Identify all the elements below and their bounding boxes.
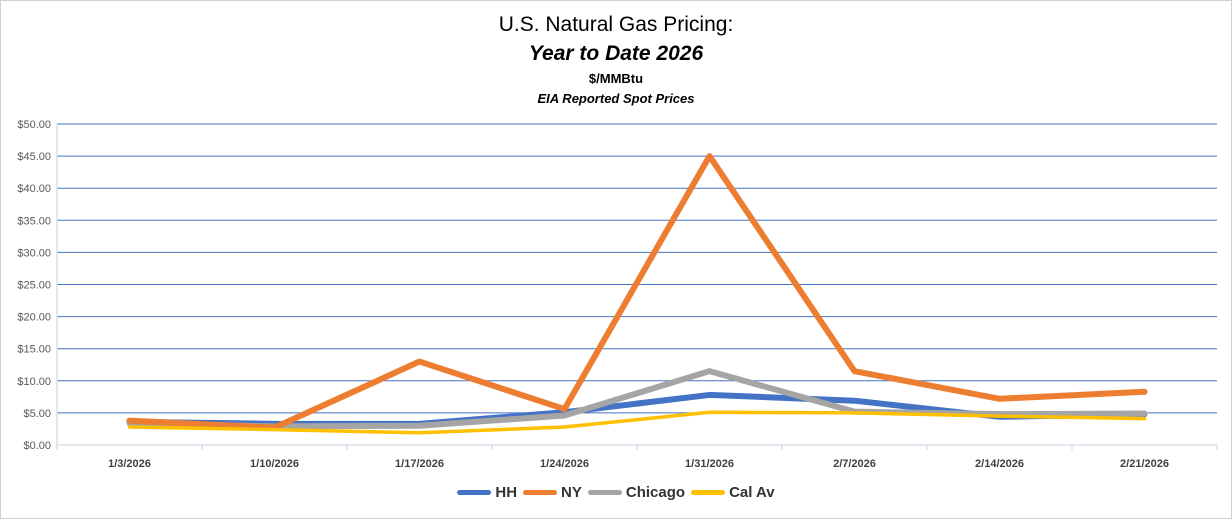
legend-item: Chicago (587, 484, 686, 501)
y-tick-label: $35.00 (17, 215, 51, 227)
y-tick-label: $10.00 (17, 376, 51, 388)
y-tick-label: $15.00 (17, 344, 51, 356)
legend-swatch (587, 490, 622, 495)
y-tick-label: $5.00 (23, 408, 51, 420)
y-tick-label: $25.00 (17, 280, 51, 292)
legend-label: HH (495, 484, 518, 501)
legend: HH NY Chicago Cal Av (0, 484, 1232, 501)
y-tick-label: $30.00 (17, 247, 51, 259)
series-line-chicago (126, 368, 1148, 430)
x-tick-label: 1/10/2026 (250, 458, 299, 470)
legend-item: NY (523, 484, 582, 501)
y-tick-label: $40.00 (17, 183, 51, 195)
legend-swatch (457, 490, 492, 495)
legend-item: Cal Av (691, 484, 775, 501)
x-tick-label: 2/7/2026 (833, 458, 876, 470)
x-tick-label: 2/14/2026 (975, 458, 1024, 470)
y-tick-label: $50.00 (17, 119, 51, 131)
series-line-cal-av (127, 410, 1147, 435)
chart-title: U.S. Natural Gas Pricing: (498, 13, 734, 36)
source-label: EIA Reported Spot Prices (537, 91, 695, 106)
x-tick-label: 1/31/2026 (685, 458, 734, 470)
legend-item: HH (457, 484, 517, 501)
y-tick-label: $0.00 (23, 440, 51, 452)
y-tick-label: $45.00 (17, 151, 51, 163)
x-tick-label: 1/17/2026 (395, 458, 444, 470)
legend-label: NY (561, 484, 582, 501)
legend-label: Cal Av (729, 484, 775, 501)
y-tick-label: $20.00 (17, 312, 51, 324)
legend-swatch (523, 490, 558, 495)
x-tick-label: 1/24/2026 (540, 458, 589, 470)
unit-label: $/MMBtu (588, 71, 644, 86)
x-tick-label: 1/3/2026 (108, 458, 151, 470)
legend-swatch (691, 490, 726, 495)
legend-label: Chicago (625, 484, 686, 501)
chart-subtitle: Year to Date 2026 (528, 42, 704, 65)
x-tick-label: 2/21/2026 (1120, 458, 1169, 470)
series-line-ny (126, 153, 1148, 431)
